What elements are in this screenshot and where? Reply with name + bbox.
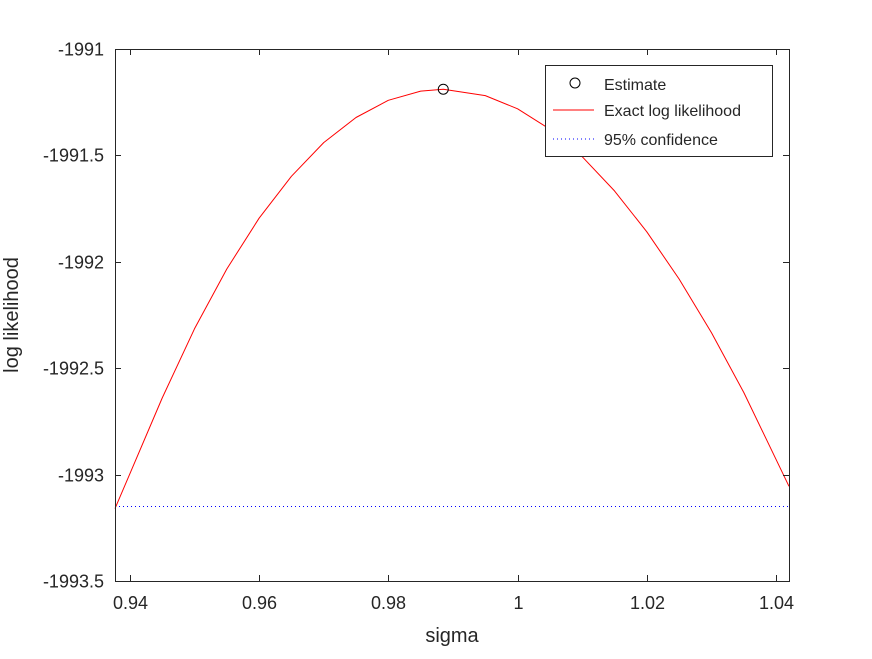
- y-tick-label: -1993: [58, 466, 104, 486]
- y-tick-label: -1991: [58, 40, 104, 60]
- y-tick-label: -1993.5: [43, 572, 104, 592]
- x-tick-label: 0.96: [242, 593, 277, 613]
- legend-label-estimate: Estimate: [604, 77, 666, 94]
- legend-label-confidence: 95% confidence: [604, 132, 718, 149]
- ticks: 0.94 0.96 0.98 1 1.02 1.04 -1991 -1991.5 -1992 -1…: [43, 40, 794, 614]
- series-layer: [114, 83, 790, 509]
- y-axis-label: log likelihood: [1, 257, 23, 373]
- legend-label-exact: Exact log likelihood: [604, 103, 741, 120]
- x-tick-label: 0.94: [113, 593, 148, 613]
- x-tick-label: 0.98: [371, 593, 406, 613]
- x-tick-label: 1: [513, 593, 523, 613]
- x-tick-label: 1.04: [759, 593, 794, 613]
- y-tick-label: -1991.5: [43, 146, 104, 166]
- legend-estimate-marker: [569, 77, 581, 89]
- exact-log-likelihood-line: [114, 88, 790, 509]
- x-axis-label: sigma: [425, 625, 479, 647]
- legend: Estimate Exact log likelihood 95% confid…: [545, 65, 773, 157]
- estimate-marker: [437, 83, 449, 95]
- axes-box: [115, 49, 790, 582]
- y-tick-label: -1992: [58, 253, 104, 273]
- x-tick-label: 1.02: [630, 593, 665, 613]
- legend-box: [545, 65, 773, 157]
- y-tick-label: -1992.5: [43, 359, 104, 379]
